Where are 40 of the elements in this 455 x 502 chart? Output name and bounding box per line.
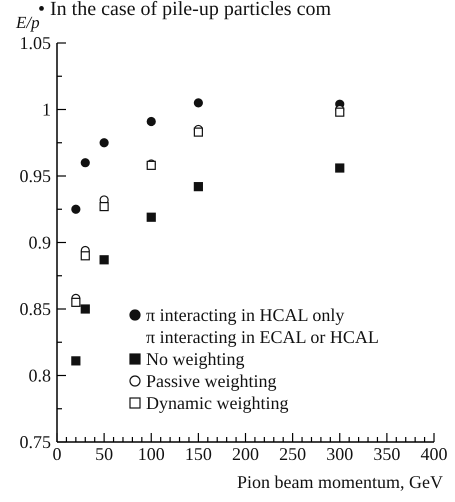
point [194,128,203,137]
point [146,212,156,222]
point [71,356,80,366]
point [100,202,109,212]
legend-label: Passive weighting [146,370,276,392]
annotation: π interacting in ECAL or HCAL [145,326,379,348]
x-axis-title: Pion beam momentum, GeV [237,472,443,493]
point [71,298,80,307]
legend-label: π interacting in HCAL only [146,304,344,326]
point [80,158,90,168]
x-tick-label: 300 [326,444,354,464]
y-tick-label: 0.9 [28,232,51,252]
point [100,138,109,148]
x-tick-label: 50 [95,444,114,464]
x-tick-label: 0 [52,444,62,464]
y-tick-label: 0.75 [20,432,51,452]
point [146,116,156,126]
x-tick-label: 100 [138,444,165,464]
point [100,255,109,264]
legend-label: No weighting [146,348,244,370]
point [335,108,344,117]
x-tick-label: 400 [420,444,448,464]
y-tick-label: 0.95 [20,166,51,186]
x-tick-label: 250 [279,444,306,464]
x-tick-label: 150 [184,444,212,464]
point [80,304,90,314]
point [80,251,90,260]
y-tick-label: 1.05 [20,33,51,53]
legend-label: Dynamic weighting [146,392,288,414]
y-axis-title: E/p [16,13,40,33]
y-tick-label: 0.85 [20,299,51,319]
point [194,182,203,192]
x-tick-label: 350 [373,444,400,464]
point [335,163,344,173]
y-tick-label: 0.8 [28,366,51,386]
text: • In the case of pile-up particles com [38,0,331,20]
point [71,204,80,214]
point [194,98,203,108]
y-tick-label: 1 [42,100,51,120]
x-tick-label: 200 [232,444,259,464]
